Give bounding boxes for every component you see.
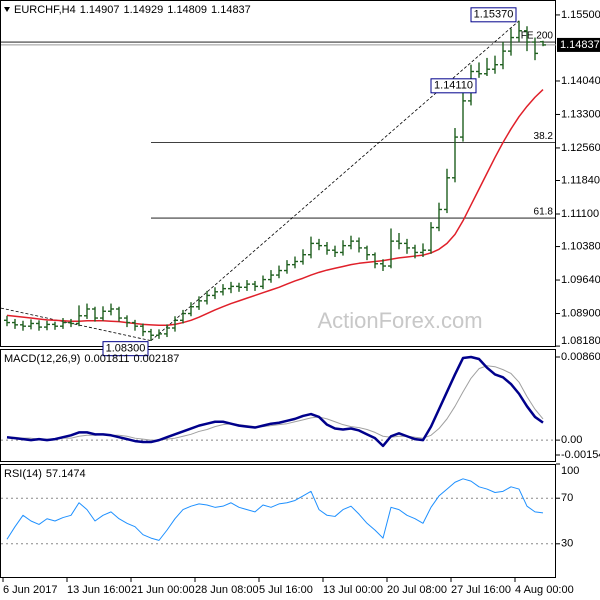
- y-tick-label: 1.15500: [561, 9, 600, 21]
- y-tick-label: 1.08900: [561, 307, 600, 319]
- panel-header: 57.1474: [46, 468, 86, 480]
- current-price-label: 1.14837: [560, 39, 600, 51]
- y-tick-label: -0.001541: [561, 449, 600, 461]
- x-tick-label: 13 Jun 16:00: [67, 584, 131, 596]
- fib-level-label: 38.2: [534, 131, 554, 142]
- macd-panel-frame: [0, 349, 556, 462]
- x-tick-label: 6 Jun 2017: [3, 584, 57, 596]
- y-tick-label: 100: [561, 465, 579, 477]
- y-tick-label: 1.08180: [561, 335, 600, 347]
- panel-header: 1.14929: [124, 4, 164, 16]
- header-marker: [4, 7, 10, 12]
- rsi-panel-frame: [0, 464, 556, 578]
- trendline: [150, 20, 520, 341]
- x-tick-label: 4 Aug 00:00: [515, 584, 574, 596]
- y-tick-label: 1.11100: [561, 208, 599, 220]
- panel-header: 0.002187: [134, 353, 180, 365]
- y-tick-label: 1.09640: [561, 274, 600, 286]
- fib-level-label: FE 200: [521, 31, 554, 42]
- x-tick-label: 20 Jul 08:00: [387, 584, 447, 596]
- annotation-box: [470, 7, 517, 23]
- rsi-line: [6, 478, 544, 541]
- panel-header: 1.14809: [167, 4, 207, 16]
- y-tick-label: 1.13300: [561, 108, 600, 120]
- y-tick-label: 1.10380: [561, 240, 600, 252]
- trendline: [0, 307, 152, 342]
- annotation-label: 1.15370: [474, 9, 514, 21]
- annotation-label: 1.08300: [106, 343, 146, 355]
- panel-header: MACD(12,26,9): [4, 353, 80, 365]
- annotation-label: 1.14110: [434, 80, 473, 92]
- panel-header: EURCHF,H4: [14, 4, 76, 16]
- panel-header: RSI(14): [4, 468, 42, 480]
- panel-header: 1.14907: [80, 4, 120, 16]
- x-tick-label: 21 Jun 00:00: [131, 584, 195, 596]
- x-tick-label: 5 Jul 16:00: [259, 584, 313, 596]
- main-panel-frame: [0, 0, 556, 347]
- macd-line: [6, 355, 544, 448]
- y-tick-label: 0.00: [561, 434, 582, 446]
- y-tick-label: 70: [561, 492, 573, 504]
- y-tick-label: 30: [561, 538, 573, 550]
- annotation-box: [102, 341, 149, 357]
- y-tick-label: 1.12560: [561, 142, 600, 154]
- watermark: ActionForex.com: [317, 308, 482, 333]
- y-tick-label: 0.008606: [561, 351, 600, 363]
- panel-header: 1.14837: [211, 4, 251, 16]
- x-tick-label: 28 Jun 08:00: [195, 584, 259, 596]
- x-tick-label: 27 Jul 16:00: [451, 584, 511, 596]
- y-tick-label: 1.11840: [561, 174, 600, 186]
- y-tick-label: 1.14040: [561, 75, 600, 87]
- annotation-box: [430, 78, 477, 94]
- panel-header: 0.001811: [84, 353, 129, 365]
- current-price-tag: [557, 37, 600, 52]
- moving-average: [6, 89, 544, 327]
- fib-level-label: 61.8: [534, 207, 554, 218]
- x-tick-label: 13 Jul 00:00: [323, 584, 383, 596]
